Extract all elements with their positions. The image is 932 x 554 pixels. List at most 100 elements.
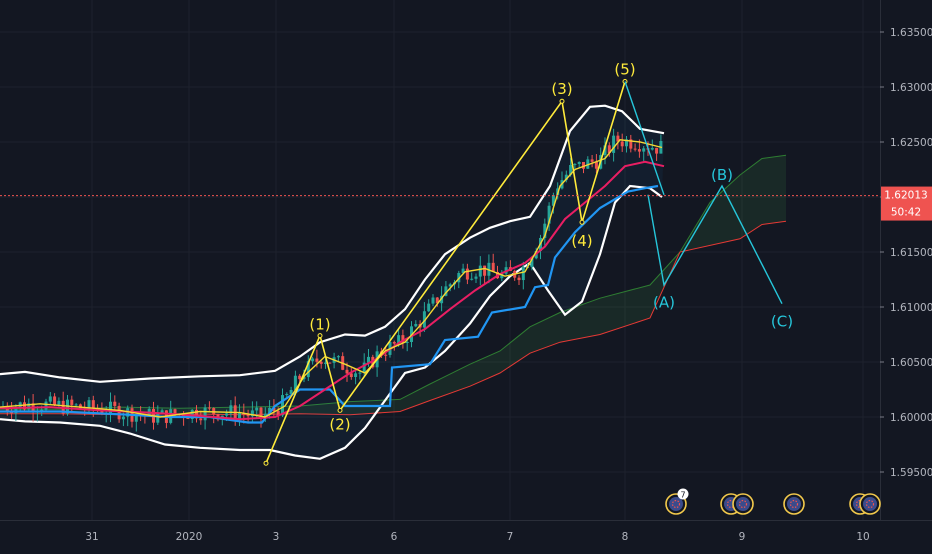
- candle-body: [27, 403, 31, 410]
- wave-label: (5): [614, 60, 635, 78]
- event-flag-icon[interactable]: [859, 493, 881, 515]
- event-flag-inner: [669, 497, 683, 511]
- candles: [1, 128, 663, 432]
- candle-body: [586, 159, 590, 169]
- candle-body: [134, 414, 138, 422]
- candle-body: [311, 358, 315, 362]
- candle-body: [121, 416, 125, 420]
- wave-lines: [263, 79, 783, 466]
- event-flag-icon[interactable]: 7: [665, 488, 689, 515]
- candle-body: [173, 409, 177, 415]
- corrective-wave-line: [647, 184, 783, 305]
- candle-body: [358, 372, 362, 374]
- wave-label: (B): [711, 166, 733, 184]
- candle-body: [250, 410, 254, 417]
- candle-body: [336, 356, 340, 358]
- candle-body: [298, 375, 302, 380]
- candle-body: [281, 395, 284, 416]
- wave-point: [579, 219, 585, 225]
- candle-body: [160, 410, 164, 414]
- time-tick-label: 3: [273, 531, 280, 543]
- wave-point: [317, 333, 323, 339]
- price-tick-label: 1.60000: [890, 412, 932, 424]
- price-axis[interactable]: 1.635001.630001.625001.620001.615001.610…: [880, 0, 932, 520]
- candle-body: [349, 373, 353, 378]
- candle-body: [569, 165, 573, 175]
- time-tick-label: 6: [391, 531, 398, 543]
- event-flag-icon[interactable]: [783, 493, 805, 515]
- candle-body: [620, 141, 624, 147]
- economic-events[interactable]: 7: [665, 488, 881, 515]
- event-flag-icon[interactable]: [732, 493, 754, 515]
- candle-body: [87, 400, 91, 410]
- event-flag-stars: [789, 499, 799, 509]
- candle-body: [427, 303, 431, 312]
- event-flag-stars: [738, 499, 748, 509]
- fast-ma-line: [0, 139, 663, 418]
- wave-label: (4): [571, 232, 592, 250]
- time-axis[interactable]: 31 2020 3 6 7 8 9 10: [0, 520, 932, 544]
- candle-body: [48, 396, 52, 402]
- candle-body: [401, 335, 405, 344]
- candle-body: [238, 413, 241, 420]
- last-price-tag-bg: [881, 186, 932, 221]
- candle-body: [491, 262, 495, 272]
- candle-body: [612, 135, 616, 153]
- candle-body: [315, 358, 319, 362]
- event-flag-stars: [865, 499, 875, 509]
- candle-body: [521, 267, 525, 281]
- price-tick-label: 1.63500: [890, 27, 932, 39]
- candle-body: [100, 409, 104, 414]
- candle-body: [422, 311, 426, 328]
- candle-body: [384, 354, 388, 356]
- candle-body: [195, 409, 198, 419]
- price-tick-label: 1.62500: [890, 137, 932, 149]
- candle-body: [607, 145, 611, 153]
- candle-body: [577, 161, 581, 165]
- candle-body: [444, 286, 448, 296]
- candle-body: [500, 273, 504, 279]
- bollinger-upper-line: [0, 104, 665, 383]
- candle-body: [650, 147, 654, 150]
- candle-body: [229, 405, 233, 414]
- candle-body: [23, 402, 26, 410]
- candle-body: [289, 389, 293, 394]
- candle-body: [259, 407, 263, 419]
- candle-body: [530, 258, 534, 268]
- candle-body: [582, 161, 585, 169]
- event-flag-inner: [736, 497, 750, 511]
- wave-label: (2): [329, 416, 350, 434]
- candle-body: [109, 401, 112, 414]
- wave-point: [263, 460, 269, 466]
- candle-body: [53, 396, 57, 405]
- price-tick-label: 1.59500: [890, 467, 932, 479]
- candle-body: [637, 149, 641, 152]
- event-badge-count: 7: [680, 491, 685, 500]
- candle-body: [117, 405, 121, 420]
- candle-body: [40, 409, 44, 411]
- candle-body: [371, 356, 375, 368]
- candle-body: [655, 147, 659, 154]
- candle-body: [199, 418, 203, 421]
- candle-body: [91, 400, 95, 409]
- candle-body: [345, 369, 349, 374]
- wave-label: (A): [653, 294, 675, 312]
- candle-body: [629, 139, 633, 149]
- candle-body: [268, 407, 272, 414]
- wave-label: (C): [771, 312, 793, 330]
- candle-body: [324, 362, 327, 364]
- candle-body: [483, 265, 487, 276]
- event-flag-inner: [787, 497, 801, 511]
- candle-body: [263, 413, 267, 419]
- time-tick-label: 7: [507, 531, 514, 543]
- candle-body: [246, 414, 250, 417]
- candle-body: [156, 413, 160, 423]
- candle-body: [440, 295, 444, 304]
- candle-body: [435, 297, 439, 304]
- candle-body: [18, 402, 22, 408]
- bollinger-bands: [0, 104, 665, 460]
- wave-labels: (1) (2) (3) (4) (5) (A) (B) (C): [309, 60, 793, 433]
- price-tick-label: 1.63000: [890, 82, 932, 94]
